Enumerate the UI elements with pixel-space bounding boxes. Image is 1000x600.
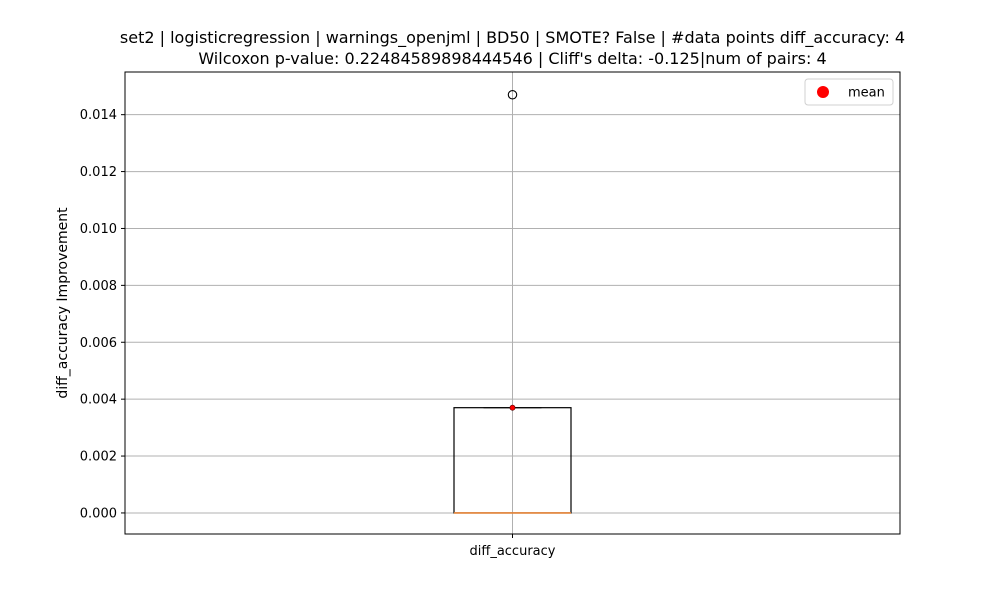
x-tick-label: diff_accuracy xyxy=(470,544,556,559)
legend-mean-marker xyxy=(817,86,829,98)
x-axis: diff_accuracy xyxy=(470,534,556,559)
y-tick-label: 0.006 xyxy=(80,336,117,351)
legend-frame xyxy=(804,78,894,106)
legend-mean-label: mean xyxy=(848,86,885,101)
y-tick-label: 0.002 xyxy=(80,450,117,465)
y-axis: 0.000 0.002 0.004 0.006 0.008 0.010 0.012 0.014 xyxy=(80,108,125,521)
grid-layer xyxy=(125,72,900,534)
y-tick-label: 0.000 xyxy=(80,506,117,521)
mean-point xyxy=(509,404,516,411)
y-tick-label: 0.012 xyxy=(80,165,117,180)
y-tick-label: 0.010 xyxy=(80,222,117,237)
y-axis-label: diff_accuracy Improvement xyxy=(55,207,71,399)
plot-layer xyxy=(453,90,572,514)
chart-title-line2: Wilcoxon p-value: 0.22484589898444546 | … xyxy=(198,49,826,68)
y-tick-label: 0.004 xyxy=(80,393,117,408)
outlier-point xyxy=(507,90,518,100)
chart-title-line1: set2 | logisticregression | warnings_ope… xyxy=(120,28,905,48)
legend: mean xyxy=(804,78,894,106)
y-tick-label: 0.008 xyxy=(80,279,117,294)
y-tick-label: 0.014 xyxy=(80,108,117,123)
